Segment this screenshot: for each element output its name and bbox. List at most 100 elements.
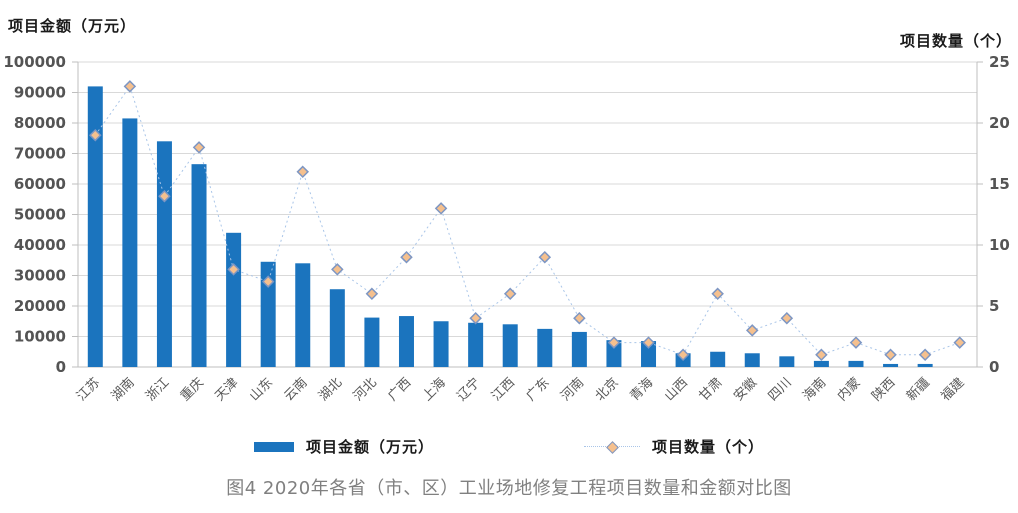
bar-北京	[606, 340, 622, 367]
legend-item-amount: 项目金额（万元）	[253, 436, 434, 457]
bar-广东	[537, 328, 553, 367]
x-axis-category-label: 云南	[281, 375, 311, 405]
bar-四川	[779, 356, 795, 367]
bar-海南	[813, 360, 829, 367]
left-axis-tick-label: 40000	[14, 236, 66, 254]
x-axis-category-label: 北京	[593, 375, 622, 404]
bar-新疆	[917, 363, 933, 367]
bar-河南	[571, 331, 587, 367]
x-axis-category-label: 河北	[351, 375, 380, 404]
x-axis-category-label: 福建	[939, 375, 968, 404]
marker-上海	[434, 202, 448, 215]
bar-甘肃	[710, 351, 726, 367]
left-axis-tick-label: 0	[56, 358, 66, 376]
line-marker-swatch-icon	[584, 440, 640, 454]
x-axis-category-label: 新疆	[903, 375, 933, 405]
marker-福建	[953, 336, 966, 349]
bar-青海	[641, 341, 657, 367]
x-axis-category-label: 内蒙	[834, 375, 864, 405]
marker-湖南	[123, 80, 137, 93]
marker-新疆	[918, 348, 932, 362]
marker-海南	[815, 348, 828, 362]
bar-上海	[433, 321, 449, 367]
count-line	[94, 85, 960, 356]
marker-四川	[780, 311, 794, 325]
bar-浙江	[156, 141, 172, 367]
bar-陕西	[883, 363, 899, 367]
x-axis-category-label: 青海	[627, 375, 656, 404]
figure-caption: 图4 2020年各省（市、区）工业场地修复工程项目数量和金额对比图	[226, 478, 792, 499]
left-axis-tick-label: 80000	[14, 114, 66, 132]
right-axis-tick-label: 15	[989, 175, 1010, 193]
marker-北京	[607, 336, 621, 349]
marker-河北	[365, 287, 379, 301]
marker-广东	[538, 250, 552, 264]
legend-label-count: 项目数量（个）	[652, 438, 765, 456]
x-axis-category-label: 陕西	[869, 375, 898, 404]
bar-云南	[295, 263, 311, 367]
x-axis-category-label: 安徽	[731, 375, 760, 404]
left-axis-title: 项目金额（万元）	[8, 17, 137, 35]
marker-青海	[642, 336, 655, 349]
left-axis-tick-label: 10000	[14, 328, 66, 346]
marker-江苏	[89, 128, 102, 142]
x-axis-category-label: 湖北	[316, 375, 345, 404]
x-axis-category-label: 山西	[662, 375, 691, 404]
left-axis-tick-label: 100000	[3, 53, 66, 71]
left-axis-tick-label: 60000	[14, 175, 66, 193]
x-axis-category-label: 重庆	[177, 375, 207, 405]
bar-河北	[364, 317, 380, 367]
x-axis-category-label: 海南	[800, 375, 830, 405]
right-axis-tick-label: 5	[989, 297, 999, 315]
x-axis-category-label: 广东	[524, 375, 553, 404]
marker-山东	[261, 275, 275, 288]
legend-label-amount: 项目金额（万元）	[305, 438, 434, 456]
right-axis-tick-label: 0	[989, 358, 999, 376]
bar-湖北	[329, 289, 345, 367]
bar-内蒙	[848, 360, 864, 367]
left-axis-tick-label: 70000	[14, 145, 66, 163]
x-axis-category-label: 浙江	[143, 375, 172, 404]
marker-甘肃	[711, 287, 724, 301]
marker-天津	[227, 263, 240, 276]
marker-山西	[676, 348, 690, 362]
chart-legend: 项目金额（万元） 项目数量（个）	[0, 436, 1018, 457]
x-axis-category-label: 广西	[385, 375, 414, 404]
chart-plot-area: 0 10000 20000 30000 40000 50000 60000 70000 8000…	[3, 53, 1010, 405]
x-axis-category-label: 四川	[766, 375, 795, 404]
right-axis-tick-label: 10	[989, 236, 1010, 254]
x-axis-category-label: 辽宁	[454, 375, 484, 405]
marker-河南	[573, 311, 586, 325]
diamond-marker-icon	[606, 440, 619, 454]
left-axis-tick-label: 30000	[14, 267, 66, 285]
left-axis-tick-label: 90000	[14, 84, 66, 102]
marker-安徽	[745, 324, 759, 337]
bar-江苏	[87, 86, 103, 368]
marker-辽宁	[469, 311, 482, 325]
marker-重庆	[192, 141, 206, 154]
x-axis-category-label: 江西	[489, 375, 518, 404]
marker-江西	[503, 287, 517, 301]
left-axis-tick-label: 50000	[14, 206, 66, 224]
bar-swatch-icon	[253, 441, 294, 452]
bar-辽宁	[468, 322, 484, 367]
bar-江西	[502, 324, 518, 367]
x-axis-category-label: 天津	[212, 375, 241, 404]
bar-重庆	[191, 164, 207, 367]
marker-湖北	[331, 263, 344, 276]
right-axis-title: 项目数量（个）	[899, 32, 1012, 50]
x-axis-category-label: 山东	[247, 375, 276, 404]
bar-广西	[398, 316, 414, 367]
bar-湖南	[122, 118, 138, 367]
x-axis-category-label: 甘肃	[696, 375, 725, 404]
bar-天津	[226, 232, 242, 367]
left-axis-tick-label: 20000	[14, 297, 66, 315]
x-axis-category-label: 河南	[557, 375, 587, 405]
marker-广西	[400, 250, 413, 264]
bar-山东	[260, 261, 276, 367]
bar-安徽	[744, 353, 760, 367]
x-axis-category-label: 上海	[420, 375, 449, 404]
marker-云南	[296, 165, 310, 179]
marker-浙江	[158, 189, 171, 203]
